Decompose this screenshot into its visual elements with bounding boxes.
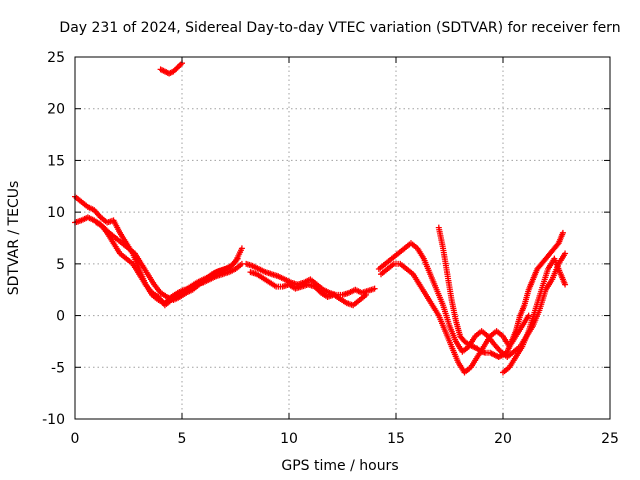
data-point-marker: [177, 61, 184, 68]
data-point-marker: [371, 285, 378, 292]
y-axis-label: SDTVAR / TECUs: [6, 181, 22, 296]
data-markers: [72, 60, 569, 376]
chart-title: Day 231 of 2024, Sidereal Day-to-day VTE…: [59, 20, 620, 36]
x-tick-label: 0: [71, 431, 80, 447]
x-tick-label: 25: [601, 431, 619, 447]
x-tick-label: 5: [178, 431, 187, 447]
data-point-marker: [238, 245, 245, 252]
data-point-marker: [363, 291, 370, 298]
data-point-marker: [167, 69, 174, 76]
series-trace-h: [435, 224, 566, 360]
series-trace-e: [247, 269, 370, 309]
grid-lines: [75, 57, 610, 419]
series-trace-i: [500, 255, 569, 376]
y-tick-label: -10: [42, 412, 65, 428]
data-point-marker: [174, 64, 181, 71]
y-tick-label: 0: [56, 309, 65, 325]
plot-frame: [74, 56, 611, 420]
data-point-marker: [234, 255, 241, 262]
axis-ticks: 0 5 10 15 20 25 -10 -5 0 5 10 15 20 25: [42, 50, 619, 447]
data-point-marker: [176, 62, 183, 69]
y-tick-label: 20: [47, 102, 65, 118]
series-trace-j: [157, 60, 185, 77]
data-point-marker: [559, 229, 566, 236]
x-tick-label: 20: [494, 431, 512, 447]
series-trace-c: [93, 219, 241, 304]
data-point-marker: [554, 241, 561, 248]
x-tick-label: 15: [387, 431, 405, 447]
data-point-marker: [525, 312, 532, 319]
y-tick-label: 5: [56, 257, 65, 273]
data-point-marker: [173, 65, 180, 72]
x-tick-label: 10: [280, 431, 298, 447]
series-trace-b: [72, 214, 245, 309]
x-axis-label: GPS time / hours: [281, 458, 398, 474]
data-point-marker: [562, 281, 569, 288]
y-tick-label: 25: [47, 50, 65, 66]
data-point-marker: [562, 250, 569, 257]
y-tick-label: -5: [51, 360, 65, 376]
y-tick-label: 15: [47, 153, 65, 169]
y-tick-label: 10: [47, 205, 65, 221]
